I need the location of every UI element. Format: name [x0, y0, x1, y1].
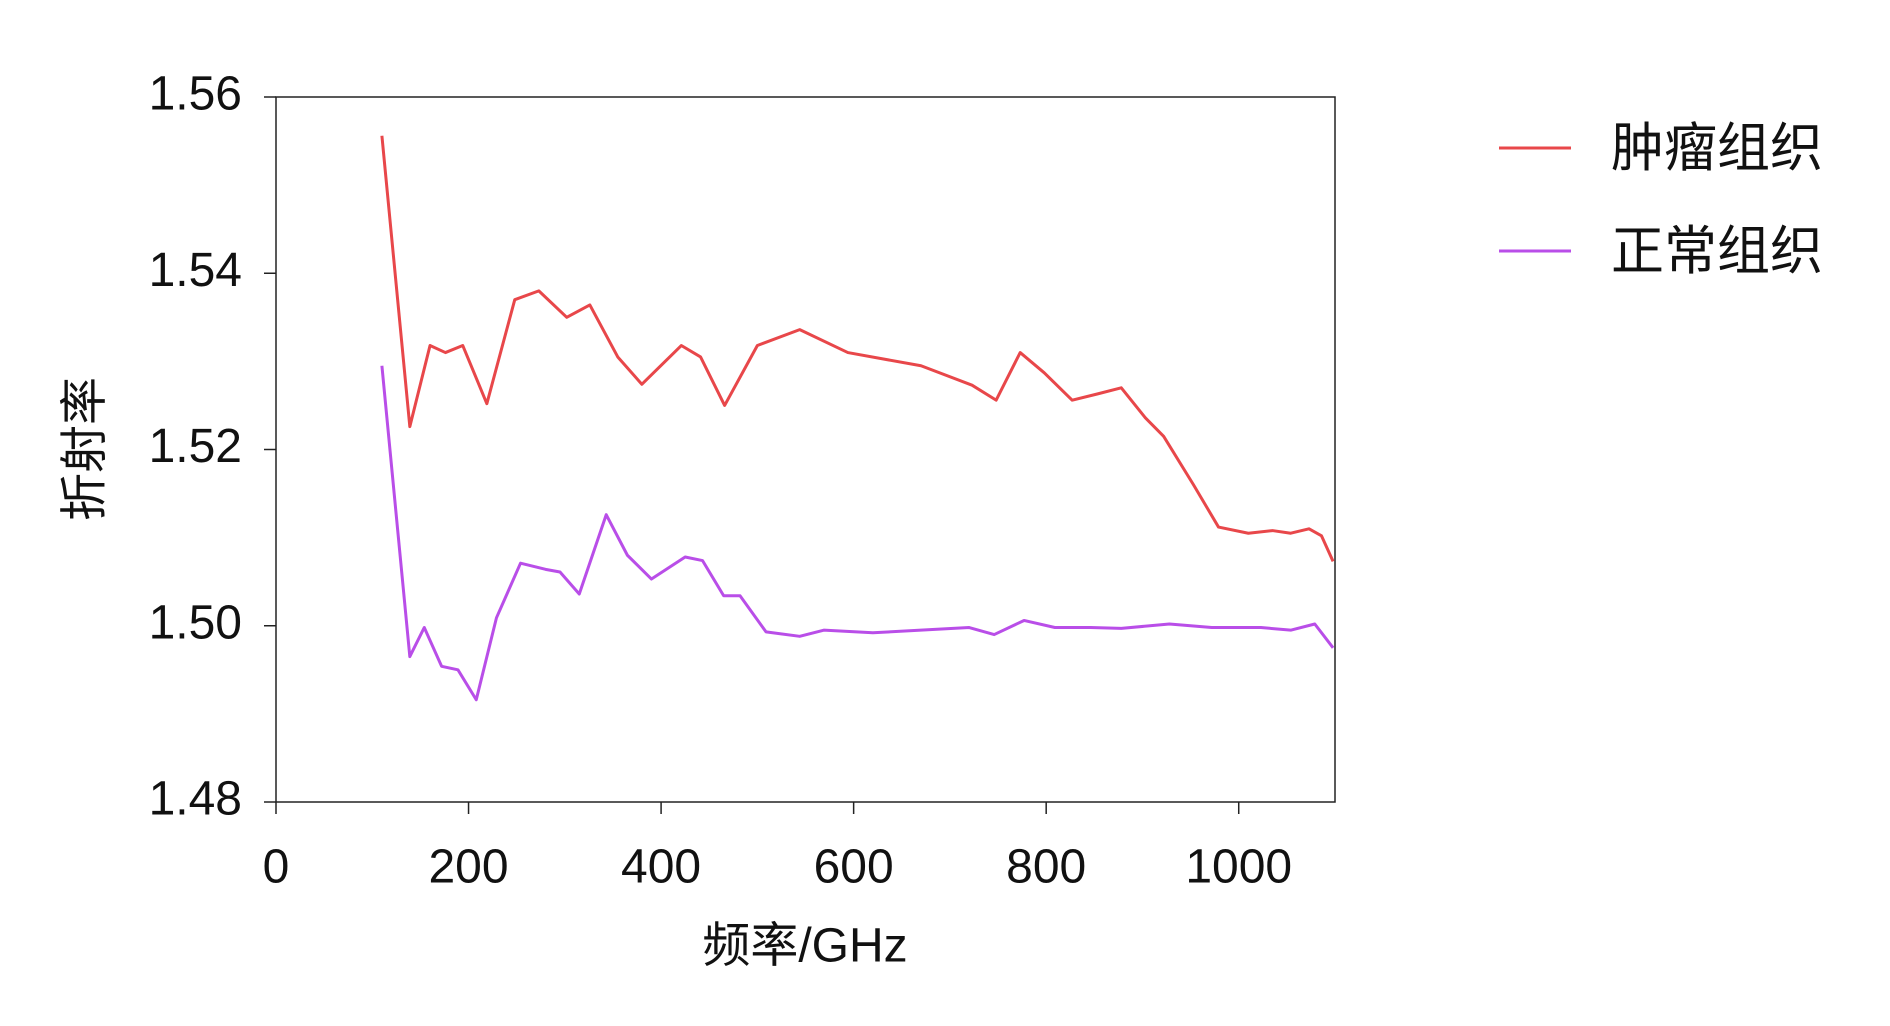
x-axis-label: 频率/GHz: [702, 920, 907, 973]
y-axis-label: 折射率: [59, 377, 112, 521]
y-tick-label: 1.56: [149, 68, 242, 121]
x-tick-label: 800: [1006, 841, 1086, 894]
plot-frame: [275, 96, 1336, 803]
x-tick-label: 600: [814, 841, 894, 894]
series-line: [380, 365, 1335, 702]
x-tick-label: 200: [428, 841, 508, 894]
series-line: [380, 135, 1335, 563]
y-tick-label: 1.48: [149, 773, 242, 826]
x-tick-label: 400: [621, 841, 701, 894]
y-tick-label: 1.52: [149, 420, 242, 473]
y-tick-label: 1.54: [149, 244, 242, 297]
x-tick-label: 0: [263, 841, 290, 894]
legend-label: 正常组织: [1611, 222, 1823, 281]
y-tick-label: 1.50: [149, 596, 242, 649]
x-tick-label: 1000: [1185, 841, 1292, 894]
legend-label: 肿瘤组织: [1611, 119, 1823, 178]
